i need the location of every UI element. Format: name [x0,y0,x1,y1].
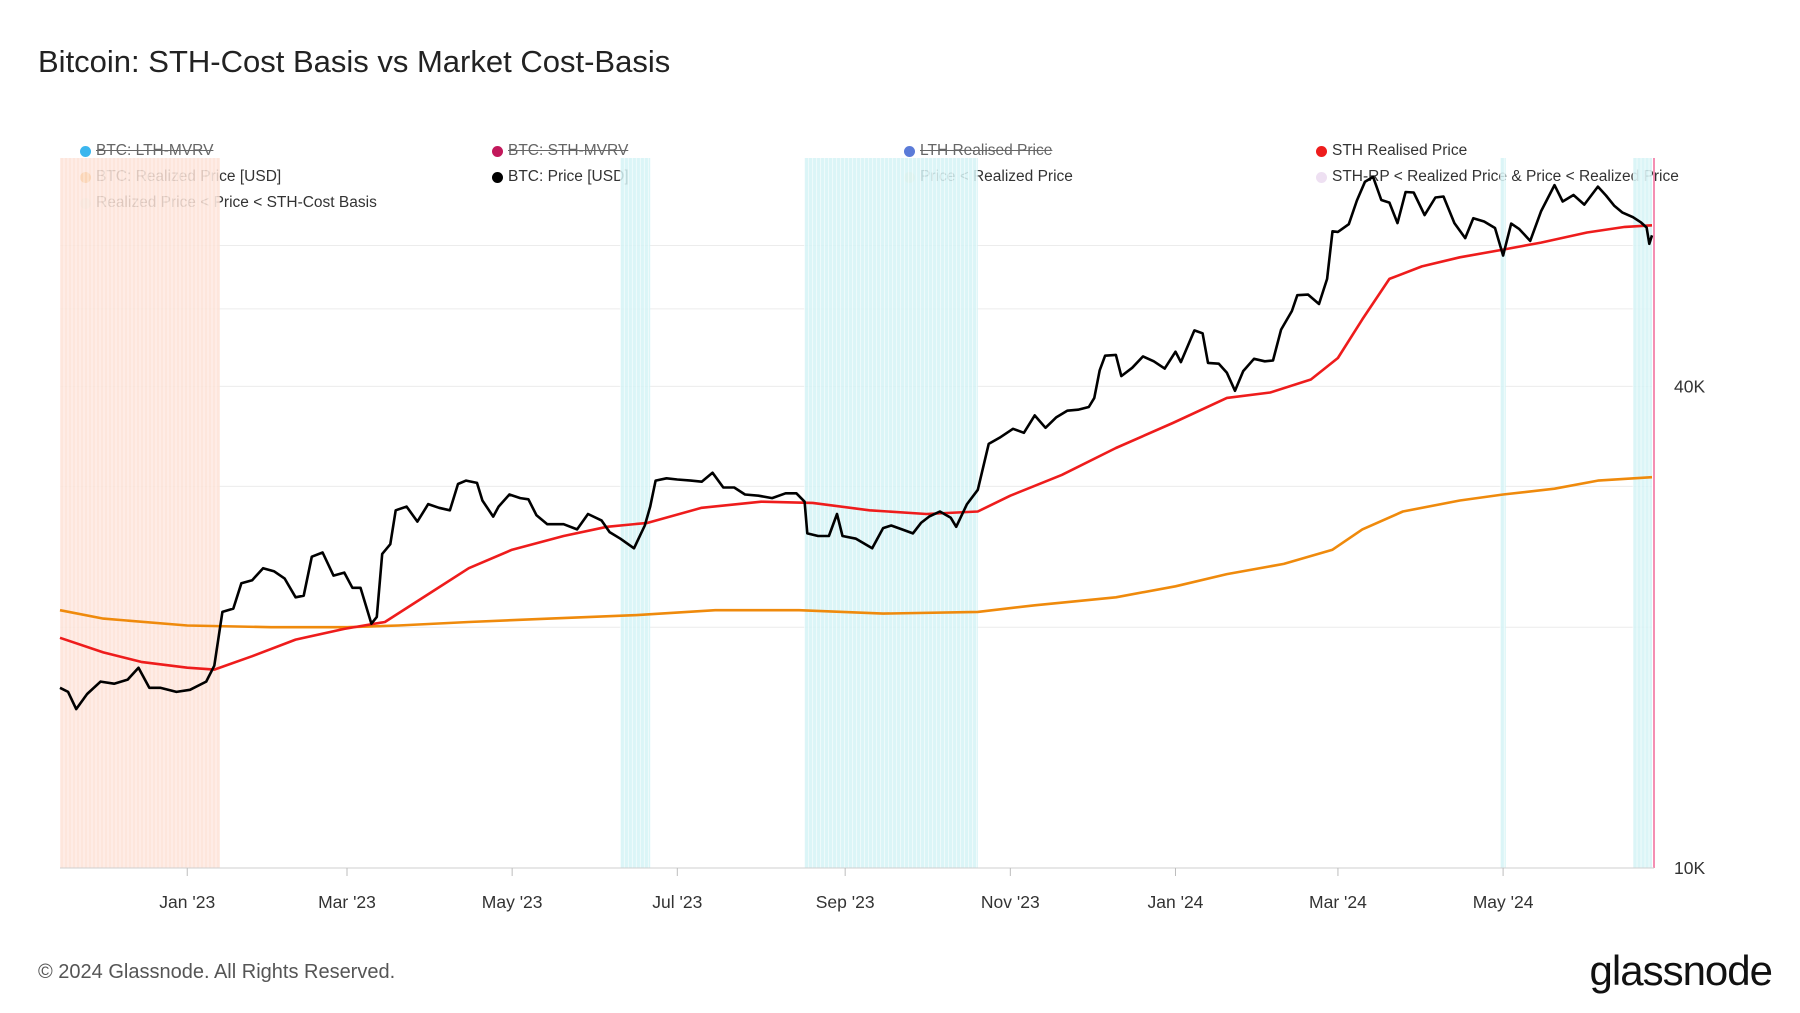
band-region [1500,158,1506,868]
x-tick-label: Jan '24 [1148,892,1204,912]
legend-item[interactable]: LTH Realised Price [904,142,1052,160]
legend-label: STH Realised Price [1332,142,1468,159]
x-tick-label: May '24 [1473,892,1534,912]
legend-swatch-icon [904,145,915,157]
legend-swatch-icon [492,171,503,183]
y-tick-label: 10K [1674,858,1705,878]
series-line [59,224,1653,671]
chart-title: Bitcoin: STH-Cost Basis vs Market Cost-B… [38,44,671,79]
x-tick-label: Jan '23 [159,892,215,912]
x-tick-label: Sep '23 [816,892,875,912]
y-tick-label: 40K [1674,376,1705,396]
legend-swatch-icon [1316,145,1327,157]
legend-label: BTC: LTH-MVRV [96,142,214,159]
legend-label: BTC: STH-MVRV [508,142,629,159]
x-tick-label: May '23 [482,892,543,912]
glassnode-logo[interactable]: glassnode [1589,947,1773,994]
x-tick-label: Mar '24 [1309,892,1367,912]
legend-swatch-icon [1316,171,1327,183]
band-region [620,158,651,868]
legend-label: LTH Realised Price [920,142,1053,159]
x-tick-label: Jul '23 [652,892,702,912]
band-region [1633,158,1652,868]
legend-label: BTC: Price [USD] [508,168,629,185]
legend-swatch-icon [80,145,91,157]
legend-item[interactable]: BTC: LTH-MVRV [80,142,213,160]
legend-swatch-icon [492,145,503,157]
copyright-footer: © 2024 Glassnode. All Rights Reserved. [38,961,396,983]
legend-item[interactable]: BTC: Price [USD] [492,168,629,186]
series-line [59,175,1654,711]
legend-item[interactable]: STH Realised Price [1316,142,1467,160]
x-tick-label: Nov '23 [981,892,1040,912]
legend-item[interactable]: BTC: STH-MVRV [492,142,628,160]
x-tick-label: Mar '23 [318,892,376,912]
